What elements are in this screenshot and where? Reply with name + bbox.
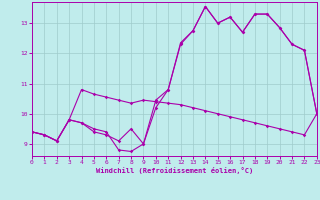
X-axis label: Windchill (Refroidissement éolien,°C): Windchill (Refroidissement éolien,°C) xyxy=(96,167,253,174)
